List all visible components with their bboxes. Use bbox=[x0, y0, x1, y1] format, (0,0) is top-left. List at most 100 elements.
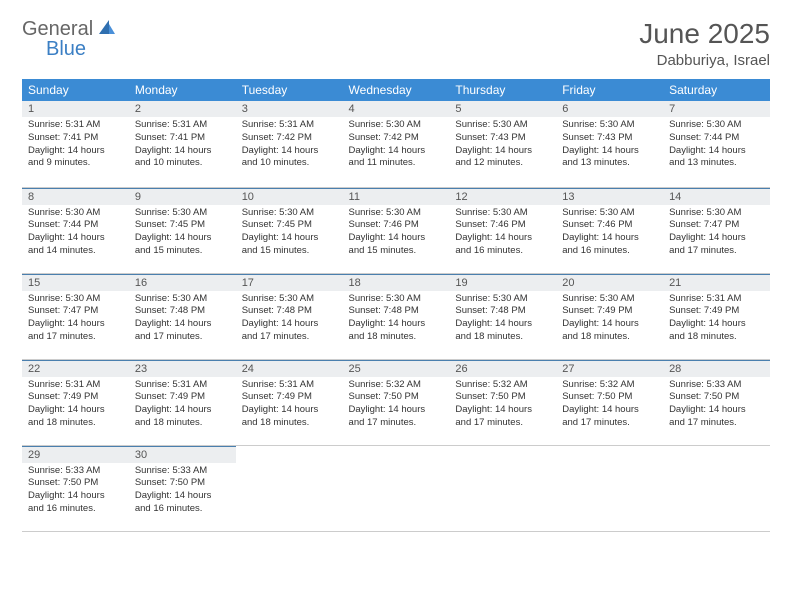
weekday-header: Saturday bbox=[663, 79, 770, 101]
calendar-cell: 4Sunrise: 5:30 AMSunset: 7:42 PMDaylight… bbox=[343, 101, 450, 187]
daylight-line: Daylight: 14 hours and 16 minutes. bbox=[28, 490, 123, 516]
calendar-cell: 21Sunrise: 5:31 AMSunset: 7:49 PMDayligh… bbox=[663, 273, 770, 359]
day-number: 8 bbox=[22, 188, 129, 205]
day-body: Sunrise: 5:33 AMSunset: 7:50 PMDaylight:… bbox=[22, 463, 129, 520]
calendar-cell: 26Sunrise: 5:32 AMSunset: 7:50 PMDayligh… bbox=[449, 359, 556, 445]
sunrise-line: Sunrise: 5:30 AM bbox=[28, 293, 123, 306]
day-body: Sunrise: 5:30 AMSunset: 7:43 PMDaylight:… bbox=[449, 117, 556, 174]
calendar-cell: 15Sunrise: 5:30 AMSunset: 7:47 PMDayligh… bbox=[22, 273, 129, 359]
calendar-cell: 24Sunrise: 5:31 AMSunset: 7:49 PMDayligh… bbox=[236, 359, 343, 445]
daylight-line: Daylight: 14 hours and 17 minutes. bbox=[669, 404, 764, 430]
day-body: Sunrise: 5:30 AMSunset: 7:48 PMDaylight:… bbox=[129, 291, 236, 348]
day-body: Sunrise: 5:31 AMSunset: 7:49 PMDaylight:… bbox=[663, 291, 770, 348]
sunset-line: Sunset: 7:49 PM bbox=[669, 305, 764, 318]
sunset-line: Sunset: 7:46 PM bbox=[455, 219, 550, 232]
sunset-line: Sunset: 7:50 PM bbox=[562, 391, 657, 404]
sunset-line: Sunset: 7:48 PM bbox=[242, 305, 337, 318]
sunset-line: Sunset: 7:43 PM bbox=[455, 132, 550, 145]
day-number: 2 bbox=[129, 101, 236, 117]
sunrise-line: Sunrise: 5:30 AM bbox=[135, 207, 230, 220]
weekday-header: Monday bbox=[129, 79, 236, 101]
sunset-line: Sunset: 7:41 PM bbox=[135, 132, 230, 145]
sunset-line: Sunset: 7:42 PM bbox=[349, 132, 444, 145]
sunset-line: Sunset: 7:46 PM bbox=[562, 219, 657, 232]
day-body: Sunrise: 5:33 AMSunset: 7:50 PMDaylight:… bbox=[663, 377, 770, 434]
daylight-line: Daylight: 14 hours and 15 minutes. bbox=[242, 232, 337, 258]
calendar-cell: 11Sunrise: 5:30 AMSunset: 7:46 PMDayligh… bbox=[343, 187, 450, 273]
day-body: Sunrise: 5:30 AMSunset: 7:44 PMDaylight:… bbox=[22, 205, 129, 262]
calendar-cell: 30Sunrise: 5:33 AMSunset: 7:50 PMDayligh… bbox=[129, 445, 236, 531]
title-block: June 2025 Dabburiya, Israel bbox=[639, 18, 770, 69]
sunrise-line: Sunrise: 5:31 AM bbox=[242, 379, 337, 392]
day-body: Sunrise: 5:32 AMSunset: 7:50 PMDaylight:… bbox=[343, 377, 450, 434]
sunrise-line: Sunrise: 5:31 AM bbox=[135, 379, 230, 392]
daylight-line: Daylight: 14 hours and 16 minutes. bbox=[455, 232, 550, 258]
calendar-cell: 8Sunrise: 5:30 AMSunset: 7:44 PMDaylight… bbox=[22, 187, 129, 273]
weekday-header: Thursday bbox=[449, 79, 556, 101]
calendar-cell: 5Sunrise: 5:30 AMSunset: 7:43 PMDaylight… bbox=[449, 101, 556, 187]
calendar-cell: 18Sunrise: 5:30 AMSunset: 7:48 PMDayligh… bbox=[343, 273, 450, 359]
sunset-line: Sunset: 7:49 PM bbox=[562, 305, 657, 318]
weekday-header-row: Sunday Monday Tuesday Wednesday Thursday… bbox=[22, 79, 770, 101]
daylight-line: Daylight: 14 hours and 17 minutes. bbox=[242, 318, 337, 344]
weekday-header: Wednesday bbox=[343, 79, 450, 101]
calendar-cell: 10Sunrise: 5:30 AMSunset: 7:45 PMDayligh… bbox=[236, 187, 343, 273]
sunrise-line: Sunrise: 5:32 AM bbox=[349, 379, 444, 392]
day-number: 30 bbox=[129, 446, 236, 463]
calendar-cell bbox=[449, 445, 556, 531]
daylight-line: Daylight: 14 hours and 17 minutes. bbox=[28, 318, 123, 344]
daylight-line: Daylight: 14 hours and 17 minutes. bbox=[562, 404, 657, 430]
calendar-cell: 3Sunrise: 5:31 AMSunset: 7:42 PMDaylight… bbox=[236, 101, 343, 187]
day-body: Sunrise: 5:31 AMSunset: 7:49 PMDaylight:… bbox=[129, 377, 236, 434]
sunset-line: Sunset: 7:49 PM bbox=[242, 391, 337, 404]
daylight-line: Daylight: 14 hours and 10 minutes. bbox=[135, 145, 230, 171]
day-number: 13 bbox=[556, 188, 663, 205]
calendar-cell: 2Sunrise: 5:31 AMSunset: 7:41 PMDaylight… bbox=[129, 101, 236, 187]
day-body: Sunrise: 5:31 AMSunset: 7:49 PMDaylight:… bbox=[236, 377, 343, 434]
calendar-cell: 9Sunrise: 5:30 AMSunset: 7:45 PMDaylight… bbox=[129, 187, 236, 273]
daylight-line: Daylight: 14 hours and 18 minutes. bbox=[455, 318, 550, 344]
day-number: 29 bbox=[22, 446, 129, 463]
day-number: 6 bbox=[556, 101, 663, 117]
calendar-cell: 19Sunrise: 5:30 AMSunset: 7:48 PMDayligh… bbox=[449, 273, 556, 359]
daylight-line: Daylight: 14 hours and 18 minutes. bbox=[135, 404, 230, 430]
sunrise-line: Sunrise: 5:30 AM bbox=[669, 207, 764, 220]
day-number: 5 bbox=[449, 101, 556, 117]
sunset-line: Sunset: 7:47 PM bbox=[28, 305, 123, 318]
day-number: 25 bbox=[343, 360, 450, 377]
day-number: 4 bbox=[343, 101, 450, 117]
day-number: 11 bbox=[343, 188, 450, 205]
weekday-header: Tuesday bbox=[236, 79, 343, 101]
calendar-cell: 17Sunrise: 5:30 AMSunset: 7:48 PMDayligh… bbox=[236, 273, 343, 359]
day-body: Sunrise: 5:31 AMSunset: 7:41 PMDaylight:… bbox=[129, 117, 236, 174]
day-body: Sunrise: 5:31 AMSunset: 7:42 PMDaylight:… bbox=[236, 117, 343, 174]
sunrise-line: Sunrise: 5:30 AM bbox=[455, 293, 550, 306]
daylight-line: Daylight: 14 hours and 17 minutes. bbox=[669, 232, 764, 258]
day-body: Sunrise: 5:30 AMSunset: 7:46 PMDaylight:… bbox=[449, 205, 556, 262]
sunrise-line: Sunrise: 5:32 AM bbox=[562, 379, 657, 392]
calendar-row: 8Sunrise: 5:30 AMSunset: 7:44 PMDaylight… bbox=[22, 187, 770, 273]
calendar-row: 22Sunrise: 5:31 AMSunset: 7:49 PMDayligh… bbox=[22, 359, 770, 445]
sunset-line: Sunset: 7:50 PM bbox=[455, 391, 550, 404]
daylight-line: Daylight: 14 hours and 12 minutes. bbox=[455, 145, 550, 171]
day-number: 27 bbox=[556, 360, 663, 377]
sunset-line: Sunset: 7:48 PM bbox=[349, 305, 444, 318]
sunset-line: Sunset: 7:43 PM bbox=[562, 132, 657, 145]
day-body: Sunrise: 5:32 AMSunset: 7:50 PMDaylight:… bbox=[556, 377, 663, 434]
day-number: 10 bbox=[236, 188, 343, 205]
sunrise-line: Sunrise: 5:30 AM bbox=[455, 207, 550, 220]
day-number: 14 bbox=[663, 188, 770, 205]
sunset-line: Sunset: 7:49 PM bbox=[135, 391, 230, 404]
sunrise-line: Sunrise: 5:30 AM bbox=[349, 207, 444, 220]
sunset-line: Sunset: 7:42 PM bbox=[242, 132, 337, 145]
day-body: Sunrise: 5:30 AMSunset: 7:44 PMDaylight:… bbox=[663, 117, 770, 174]
calendar-cell bbox=[556, 445, 663, 531]
calendar-cell: 12Sunrise: 5:30 AMSunset: 7:46 PMDayligh… bbox=[449, 187, 556, 273]
calendar-row: 1Sunrise: 5:31 AMSunset: 7:41 PMDaylight… bbox=[22, 101, 770, 187]
day-body: Sunrise: 5:30 AMSunset: 7:49 PMDaylight:… bbox=[556, 291, 663, 348]
calendar-cell bbox=[236, 445, 343, 531]
calendar-cell: 6Sunrise: 5:30 AMSunset: 7:43 PMDaylight… bbox=[556, 101, 663, 187]
daylight-line: Daylight: 14 hours and 11 minutes. bbox=[349, 145, 444, 171]
calendar-cell: 1Sunrise: 5:31 AMSunset: 7:41 PMDaylight… bbox=[22, 101, 129, 187]
sunset-line: Sunset: 7:48 PM bbox=[135, 305, 230, 318]
